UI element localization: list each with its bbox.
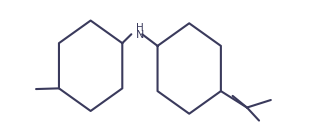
Text: N: N: [136, 30, 144, 40]
Text: H: H: [136, 23, 144, 33]
